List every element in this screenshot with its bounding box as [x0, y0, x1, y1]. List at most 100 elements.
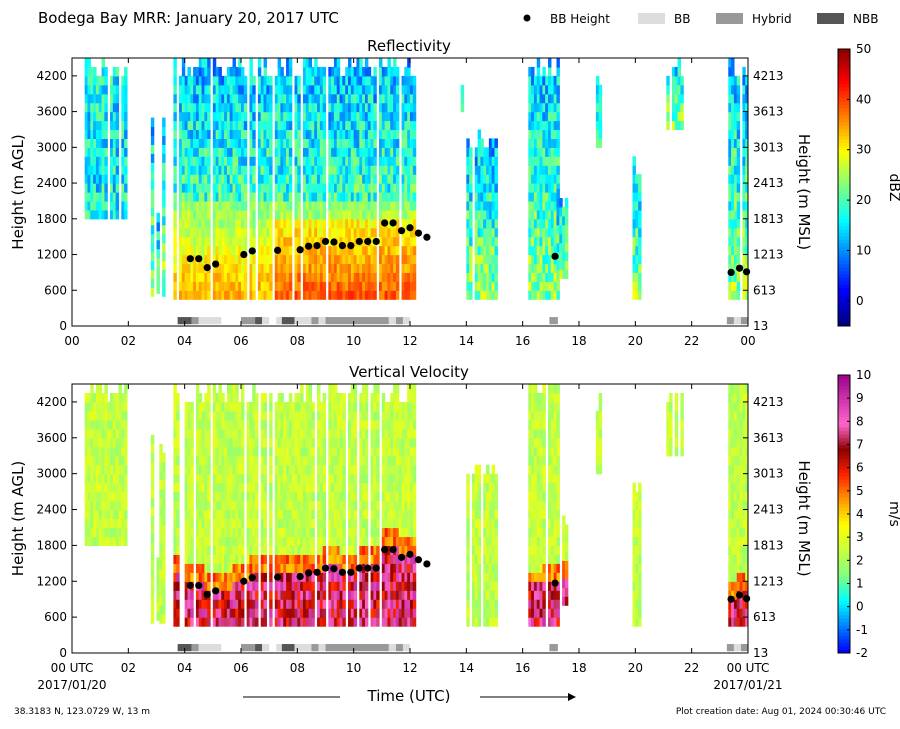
heatmap-cell [373, 281, 376, 291]
heatmap-cell [289, 237, 292, 247]
heatmap-cell [255, 536, 258, 546]
heatmap-cell [633, 156, 636, 166]
bb-height-point [736, 265, 743, 272]
heatmap-cell [255, 393, 258, 403]
heatmap-cell [633, 165, 636, 175]
heatmap-cell [323, 228, 326, 238]
heatmap-cell [173, 290, 176, 300]
heatmap-cell [176, 492, 179, 502]
heatmap-cell [396, 165, 399, 175]
heatmap-cell [207, 474, 210, 484]
heatmap-cell [162, 278, 165, 288]
heatmap-cell [124, 429, 127, 439]
heatmap-cell [151, 542, 154, 552]
heatmap-cell [252, 85, 255, 95]
heatmap-cell [556, 103, 559, 113]
heatmap-cell [124, 210, 127, 220]
heatmap-cell [116, 121, 119, 131]
heatmap-cell [190, 545, 193, 555]
heatmap-cell [731, 67, 734, 77]
heatmap-cell [162, 480, 165, 490]
heatmap-cell [323, 545, 326, 555]
heatmap-cell [289, 94, 292, 104]
heatmap-cell [323, 402, 326, 412]
heatmap-cell [373, 156, 376, 166]
heatmap-cell [297, 183, 300, 193]
heatmap-cell [638, 174, 641, 184]
heatmap-cell [269, 263, 272, 273]
heatmap-cell [190, 402, 193, 412]
colorbar-segment [838, 170, 850, 174]
heatmap-cell [104, 192, 107, 202]
heatmap-cell [323, 112, 326, 122]
heatmap-cell [173, 85, 176, 95]
heatmap-cell [255, 447, 258, 457]
heatmap-cell [173, 147, 176, 157]
colorbar-segment [838, 274, 850, 278]
heatmap-cell [269, 228, 272, 238]
heatmap-cell [255, 492, 258, 502]
heatmap-cell [151, 507, 154, 517]
heatmap-cell [241, 501, 244, 511]
heatmap-cell [354, 492, 357, 502]
heatmap-cell [413, 210, 416, 220]
heatmap-cell [311, 599, 314, 609]
heatmap-cell [124, 527, 127, 537]
heatmap-cell [124, 147, 127, 157]
heatmap-cell [289, 121, 292, 131]
heatmap-cell [241, 527, 244, 537]
heatmap-cell [323, 483, 326, 493]
heatmap-cell [116, 76, 119, 86]
heatmap-cell [252, 156, 255, 166]
heatmap-cell [124, 183, 127, 193]
heatmap-cell [323, 429, 326, 439]
bb-height-point [728, 269, 735, 276]
reflectivity-title: Reflectivity [367, 37, 451, 55]
heatmap-cell [173, 246, 176, 256]
heatmap-cell [151, 578, 154, 588]
heatmap-cell [413, 281, 416, 291]
heatmap-cell [190, 590, 193, 600]
heatmap-cell [311, 438, 314, 448]
heatmap-cell [737, 165, 740, 175]
heatmap-cell [207, 572, 210, 582]
heatmap-cell [289, 165, 292, 175]
heatmap-cell [241, 608, 244, 618]
heatmap-cell [737, 192, 740, 202]
heatmap-cell [116, 201, 119, 211]
heatmap-cell [680, 76, 683, 86]
x-tick-label: 00 [740, 334, 755, 348]
colorbar-segment [838, 156, 850, 160]
heatmap-cell [269, 94, 272, 104]
heatmap-cell [278, 58, 281, 68]
heatmap-cell [311, 411, 314, 421]
heatmap-cell [207, 138, 210, 148]
heatmap-cell [173, 67, 176, 77]
heatmap-cell [396, 281, 399, 291]
heatmap-cell [311, 429, 314, 439]
heatmap-cell [173, 112, 176, 122]
bb-category-hybrid [396, 317, 403, 324]
heatmap-cell [289, 76, 292, 86]
colorbar-segment [838, 201, 850, 205]
heatmap-cell [207, 581, 210, 591]
heatmap-cell [104, 384, 107, 394]
colorbar-label: dBZ [886, 173, 900, 201]
heatmap-cell [317, 393, 320, 403]
heatmap-cell [599, 138, 602, 148]
heatmap-cell [269, 165, 272, 175]
heatmap-cell [190, 501, 193, 511]
heatmap-cell [317, 384, 320, 394]
heatmap-cell [264, 590, 267, 600]
heatmap-cell [173, 201, 176, 211]
colorbar-segment [838, 125, 850, 129]
heatmap-cell [323, 290, 326, 300]
heatmap-cell [244, 192, 247, 202]
heatmap-cell [311, 402, 314, 412]
heatmap-cell [469, 147, 472, 157]
heatmap-cell [116, 94, 119, 104]
heatmap-cell [495, 201, 498, 211]
heatmap-cell [264, 438, 267, 448]
heatmap-cell [162, 605, 165, 615]
heatmap-cell [269, 554, 272, 564]
